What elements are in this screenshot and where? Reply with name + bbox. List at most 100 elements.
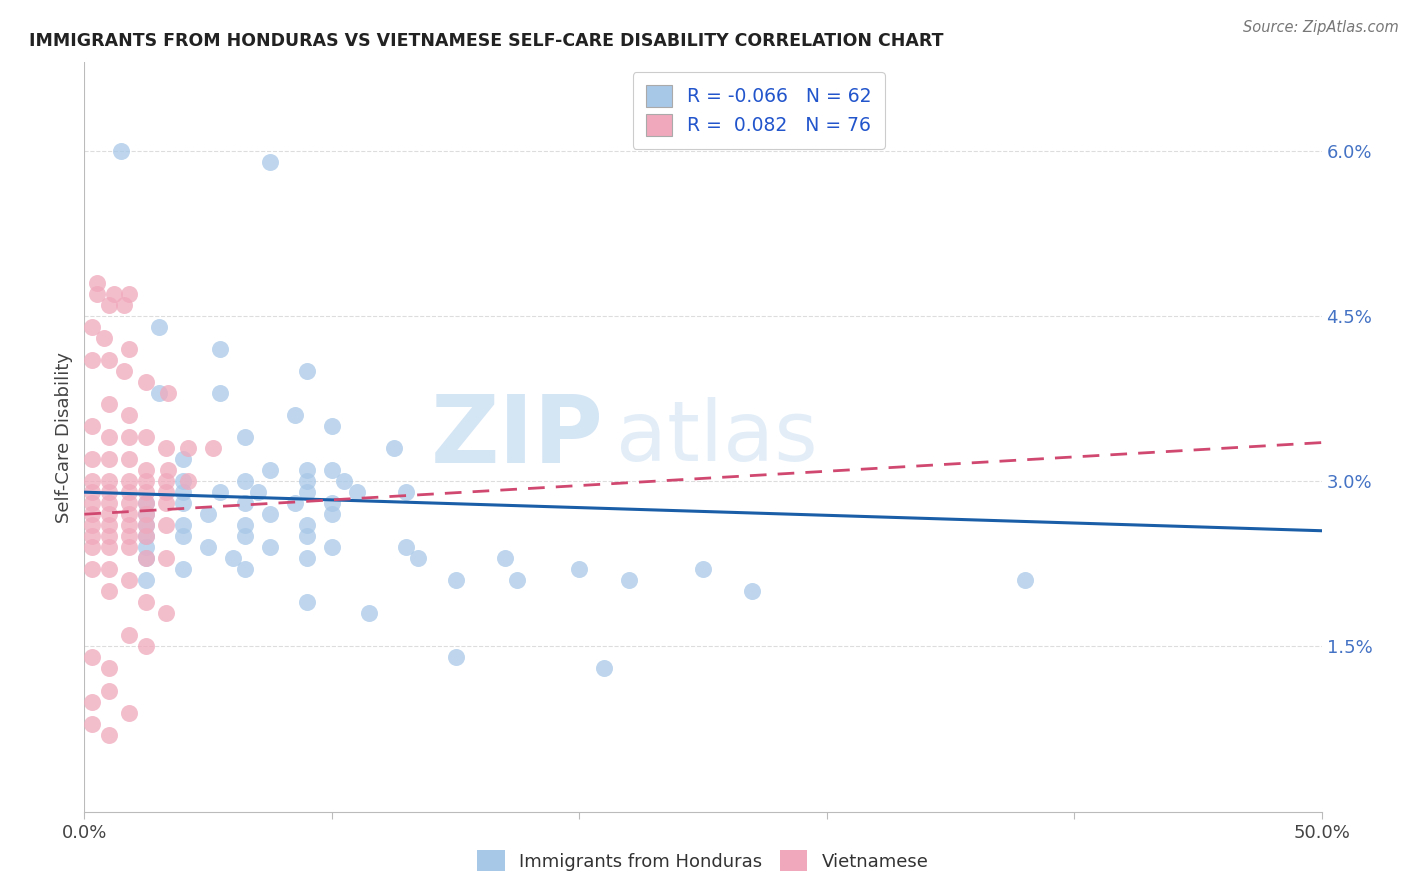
Point [118,574,141,588]
Legend: Immigrants from Honduras, Vietnamese: Immigrants from Honduras, Vietnamese [470,843,936,879]
Point [333,474,356,488]
Point [80,507,103,521]
Point [135,496,157,510]
Point [197,507,219,521]
Point [98,562,121,576]
Point [295,551,318,566]
Point [135,640,157,654]
Point [110,144,132,158]
Point [1014,574,1036,588]
Point [259,154,281,169]
Point [155,496,177,510]
Point [259,463,281,477]
Point [295,529,318,543]
Point [135,507,157,521]
Point [80,353,103,368]
Point [80,518,103,533]
Point [444,574,467,588]
Point [135,595,157,609]
Point [246,485,269,500]
Point [86,286,108,301]
Point [80,716,103,731]
Point [321,496,343,510]
Point [259,507,281,521]
Point [80,541,103,555]
Point [172,485,194,500]
Point [741,584,763,599]
Point [148,386,170,401]
Point [118,430,141,444]
Point [295,485,318,500]
Point [177,441,200,455]
Point [86,276,108,290]
Point [692,562,714,576]
Point [118,342,141,356]
Point [98,584,121,599]
Point [259,541,281,555]
Point [209,386,232,401]
Point [233,430,256,444]
Point [233,474,256,488]
Text: atlas: atlas [616,397,818,477]
Point [346,485,368,500]
Point [135,518,157,533]
Point [321,507,343,521]
Point [98,397,121,411]
Point [118,518,141,533]
Point [98,485,121,500]
Point [112,298,135,312]
Point [135,541,157,555]
Point [118,286,141,301]
Point [98,507,121,521]
Point [148,319,170,334]
Point [202,441,225,455]
Point [135,518,157,533]
Point [98,496,121,510]
Point [172,518,194,533]
Point [135,574,157,588]
Point [98,430,121,444]
Point [233,529,256,543]
Point [197,541,219,555]
Point [118,452,141,467]
Point [395,541,418,555]
Point [155,474,177,488]
Point [494,551,516,566]
Point [118,496,141,510]
Point [617,574,640,588]
Text: IMMIGRANTS FROM HONDURAS VS VIETNAMESE SELF-CARE DISABILITY CORRELATION CHART: IMMIGRANTS FROM HONDURAS VS VIETNAMESE S… [28,32,943,50]
Point [135,551,157,566]
Point [103,286,125,301]
Point [155,441,177,455]
Point [295,364,318,378]
Legend: R = -0.066   N = 62, R =  0.082   N = 76: R = -0.066 N = 62, R = 0.082 N = 76 [633,72,884,149]
Point [118,541,141,555]
Point [118,408,141,422]
Point [295,474,318,488]
Point [80,474,103,488]
Point [233,562,256,576]
Point [80,485,103,500]
Point [295,595,318,609]
Point [172,496,194,510]
Point [408,551,430,566]
Point [222,551,245,566]
Point [382,441,405,455]
Point [98,452,121,467]
Point [118,507,141,521]
Point [135,375,157,389]
Point [135,474,157,488]
Point [172,529,194,543]
Point [135,529,157,543]
Point [98,661,121,675]
Point [112,364,135,378]
Point [98,298,121,312]
Point [172,474,194,488]
Point [118,529,141,543]
Point [506,574,529,588]
Point [135,485,157,500]
Point [209,342,232,356]
Point [135,430,157,444]
Point [284,408,307,422]
Point [155,485,177,500]
